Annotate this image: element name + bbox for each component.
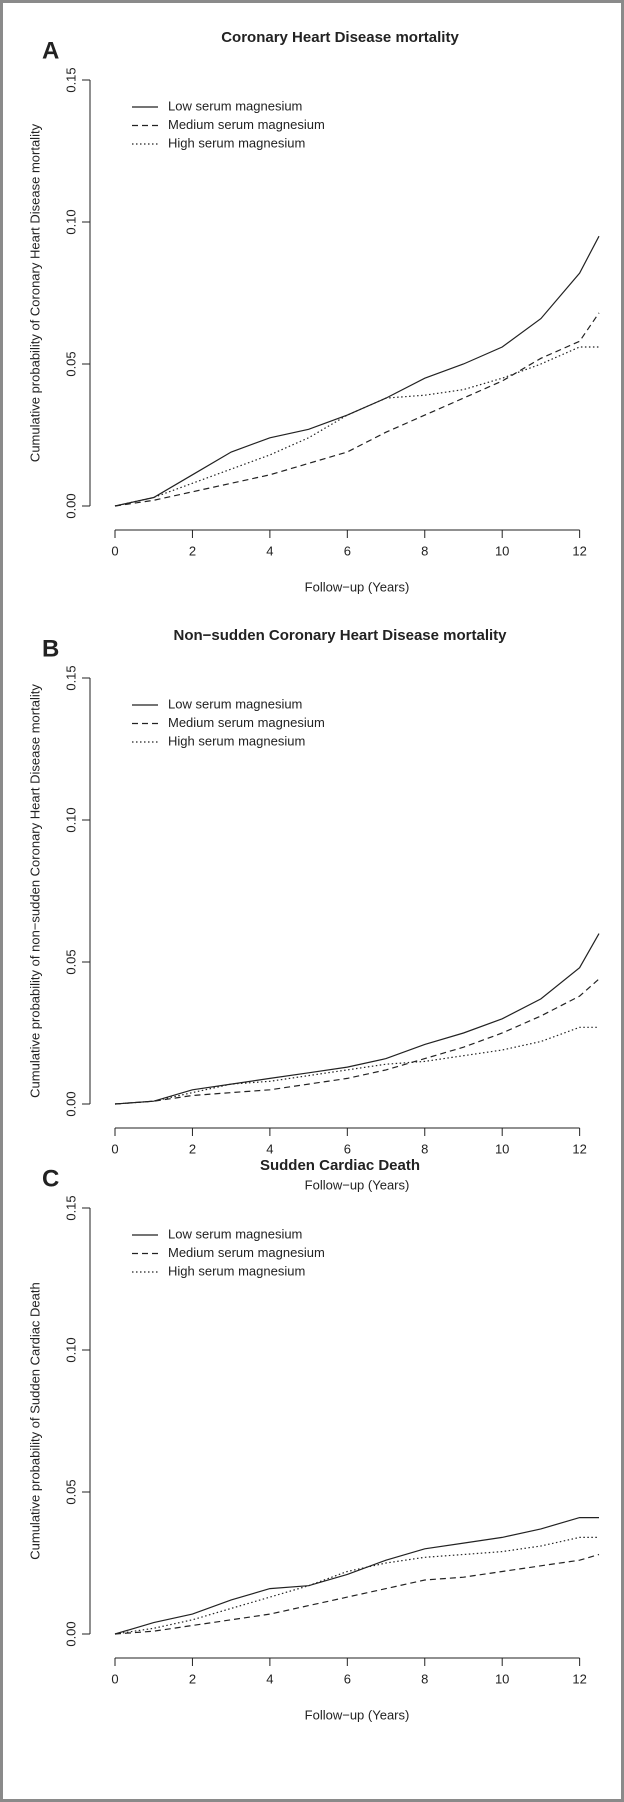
x-tick-label: 10	[495, 1141, 509, 1156]
y-tick-label: 0.05	[63, 351, 78, 376]
legend-label: Low serum magnesium	[168, 98, 302, 113]
y-axis-label: Cumulative probability of non−sudden Cor…	[27, 684, 42, 1098]
y-tick-label: 0.00	[63, 1091, 78, 1116]
x-axis-label: Follow−up (Years)	[305, 1177, 410, 1192]
y-tick-label: 0.10	[63, 209, 78, 234]
series-line	[114, 933, 600, 1105]
y-axis-label: Cumulative probability of Coronary Heart…	[27, 123, 42, 462]
chart-title: Sudden Cardiac Death	[260, 1157, 420, 1174]
series-line	[114, 312, 600, 507]
chart-title: Coronary Heart Disease mortality	[221, 29, 459, 46]
x-tick-label: 12	[572, 543, 586, 558]
panel-label: C	[42, 1165, 59, 1192]
legend-label: Medium serum magnesium	[168, 715, 325, 730]
series-line	[114, 1536, 599, 1635]
series-line	[114, 1553, 600, 1635]
x-tick-label: 4	[266, 543, 273, 558]
panel-label: A	[42, 37, 59, 64]
x-tick-label: 4	[266, 1141, 273, 1156]
y-tick-label: 0.15	[63, 665, 78, 690]
x-tick-label: 10	[495, 543, 509, 558]
x-tick-label: 6	[344, 1671, 351, 1686]
x-tick-label: 2	[189, 543, 196, 558]
y-tick-label: 0.10	[63, 1337, 78, 1362]
x-tick-label: 12	[572, 1671, 586, 1686]
series-line	[114, 1026, 599, 1105]
x-tick-label: 8	[421, 1141, 428, 1156]
y-tick-label: 0.00	[63, 493, 78, 518]
legend-label: High serum magnesium	[168, 1263, 305, 1278]
y-tick-label: 0.15	[63, 67, 78, 92]
chart-title: Non−sudden Coronary Heart Disease mortal…	[173, 627, 507, 644]
x-tick-label: 10	[495, 1671, 509, 1686]
x-tick-label: 6	[344, 543, 351, 558]
x-axis-label: Follow−up (Years)	[305, 1707, 410, 1722]
y-tick-label: 0.00	[63, 1621, 78, 1646]
series-line	[114, 235, 600, 507]
y-tick-label: 0.15	[63, 1195, 78, 1220]
legend-label: Medium serum magnesium	[168, 117, 325, 132]
x-tick-label: 4	[266, 1671, 273, 1686]
x-tick-label: 2	[189, 1141, 196, 1156]
legend-label: Low serum magnesium	[168, 1226, 302, 1241]
x-tick-label: 8	[421, 543, 428, 558]
series-line	[114, 978, 600, 1105]
legend-label: High serum magnesium	[168, 733, 305, 748]
x-tick-label: 0	[111, 1671, 118, 1686]
y-tick-label: 0.05	[63, 1479, 78, 1504]
series-line	[114, 1517, 599, 1635]
y-tick-label: 0.10	[63, 807, 78, 832]
x-tick-label: 0	[111, 1141, 118, 1156]
x-axis-label: Follow−up (Years)	[305, 579, 410, 594]
x-tick-label: 2	[189, 1671, 196, 1686]
panel-label: B	[42, 635, 59, 662]
x-tick-label: 6	[344, 1141, 351, 1156]
series-line	[114, 346, 599, 507]
legend-label: Low serum magnesium	[168, 696, 302, 711]
legend-label: High serum magnesium	[168, 135, 305, 150]
y-axis-label: Cumulative probability of Sudden Cardiac…	[27, 1282, 42, 1560]
x-tick-label: 8	[421, 1671, 428, 1686]
y-tick-label: 0.05	[63, 949, 78, 974]
legend-label: Medium serum magnesium	[168, 1245, 325, 1260]
x-tick-label: 0	[111, 543, 118, 558]
x-tick-label: 12	[572, 1141, 586, 1156]
